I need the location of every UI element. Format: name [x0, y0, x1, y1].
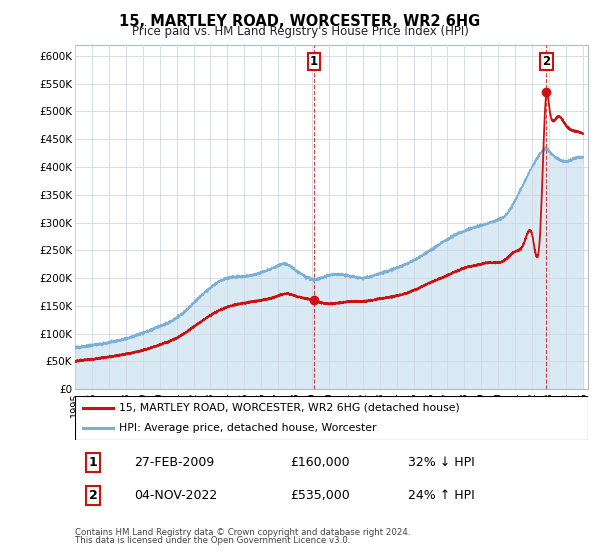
- Text: This data is licensed under the Open Government Licence v3.0.: This data is licensed under the Open Gov…: [75, 536, 350, 545]
- Text: 1: 1: [89, 456, 97, 469]
- Text: £160,000: £160,000: [290, 456, 350, 469]
- Text: 15, MARTLEY ROAD, WORCESTER, WR2 6HG: 15, MARTLEY ROAD, WORCESTER, WR2 6HG: [119, 14, 481, 29]
- Text: 27-FEB-2009: 27-FEB-2009: [134, 456, 214, 469]
- Text: 24% ↑ HPI: 24% ↑ HPI: [409, 489, 475, 502]
- Text: Contains HM Land Registry data © Crown copyright and database right 2024.: Contains HM Land Registry data © Crown c…: [75, 528, 410, 536]
- Text: Price paid vs. HM Land Registry's House Price Index (HPI): Price paid vs. HM Land Registry's House …: [131, 25, 469, 38]
- Text: HPI: Average price, detached house, Worcester: HPI: Average price, detached house, Worc…: [119, 423, 376, 433]
- Text: £535,000: £535,000: [290, 489, 350, 502]
- Text: 32% ↓ HPI: 32% ↓ HPI: [409, 456, 475, 469]
- Text: 15, MARTLEY ROAD, WORCESTER, WR2 6HG (detached house): 15, MARTLEY ROAD, WORCESTER, WR2 6HG (de…: [119, 403, 460, 413]
- Text: 2: 2: [542, 55, 550, 68]
- Text: 2: 2: [89, 489, 97, 502]
- Text: 04-NOV-2022: 04-NOV-2022: [134, 489, 217, 502]
- Text: 1: 1: [310, 55, 318, 68]
